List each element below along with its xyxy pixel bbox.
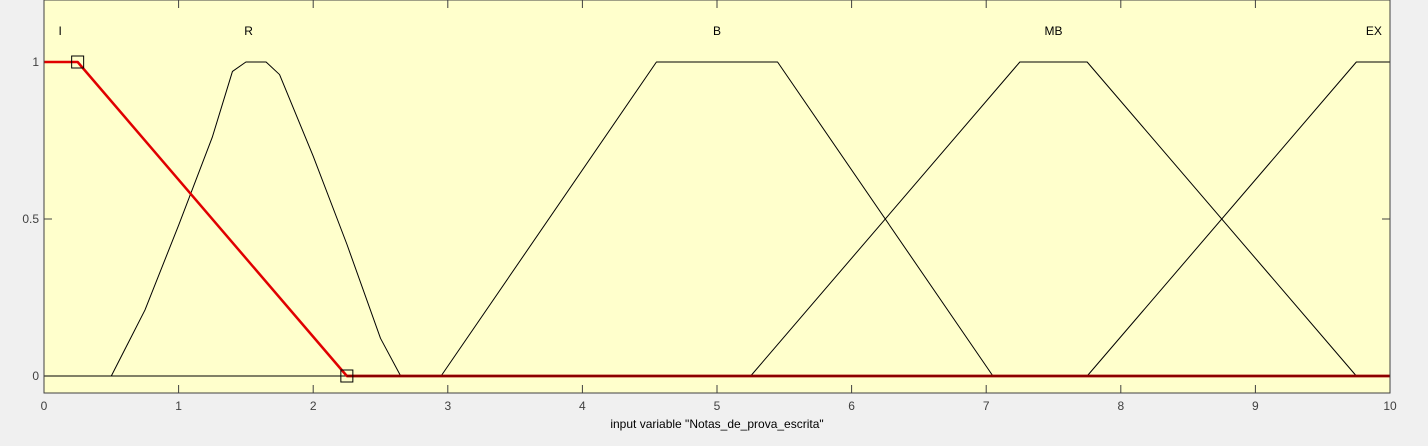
- mf-label-i[interactable]: I: [58, 24, 61, 38]
- x-tick-label: 0: [41, 399, 48, 413]
- mf-labels: I R B MB EX: [58, 24, 1381, 38]
- x-axis-label: input variable "Notas_de_prova_escrita": [610, 417, 823, 431]
- x-tick-label: 4: [579, 399, 586, 413]
- axis-ticks: 0 1 2 3 4 5 6 7 8 9 10 0 0.5 1: [22, 0, 1397, 413]
- x-tick-label: 5: [714, 399, 721, 413]
- x-tick-label: 1: [175, 399, 182, 413]
- mf-label-mb[interactable]: MB: [1045, 24, 1063, 38]
- x-tick-label: 7: [983, 399, 990, 413]
- x-tick-label: 10: [1383, 399, 1397, 413]
- plot-area[interactable]: [44, 0, 1390, 393]
- mf-label-r[interactable]: R: [244, 24, 253, 38]
- y-tick-label: 1: [32, 55, 39, 69]
- x-tick-label: 6: [848, 399, 855, 413]
- mf-label-ex[interactable]: EX: [1366, 24, 1382, 38]
- y-tick-label: 0: [32, 369, 39, 383]
- mf-label-b[interactable]: B: [713, 24, 721, 38]
- series-layer: [44, 60, 1390, 378]
- mf-handles: [71, 55, 354, 383]
- mf-line-r[interactable]: [44, 61, 1390, 377]
- plot-border: [43, 0, 1391, 394]
- x-tick-label: 8: [1117, 399, 1124, 413]
- mf-handle[interactable]: [71, 55, 85, 69]
- y-tick-label: 0.5: [22, 212, 39, 226]
- x-tick-label: 9: [1252, 399, 1259, 413]
- mf-handle[interactable]: [340, 369, 354, 383]
- x-tick-label: 3: [444, 399, 451, 413]
- x-tick-label: 2: [310, 399, 317, 413]
